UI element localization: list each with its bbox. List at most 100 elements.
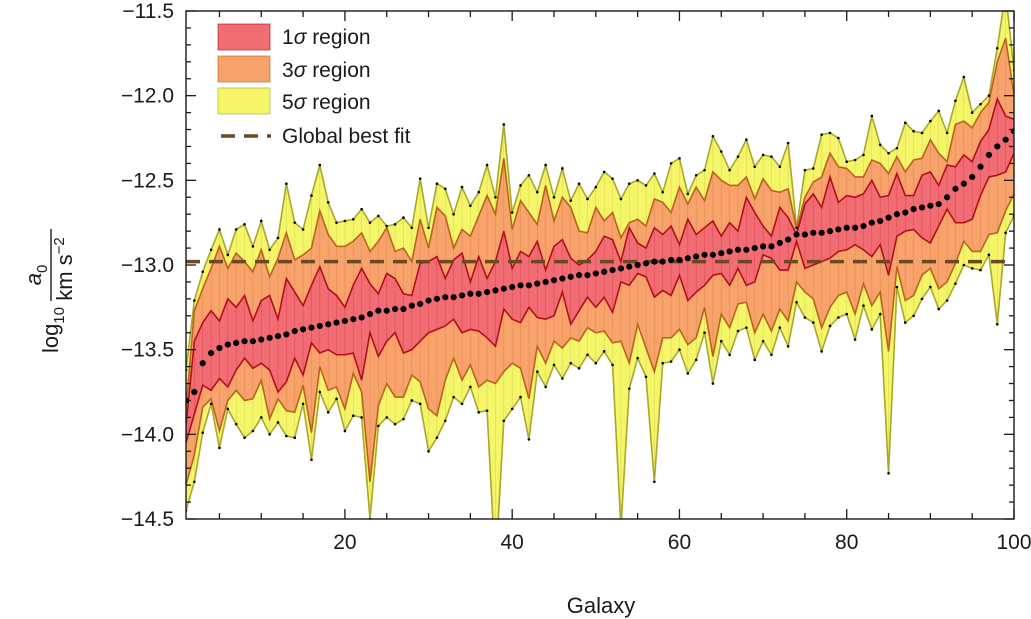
best-fit-point	[801, 231, 809, 238]
best-fit-point	[601, 268, 608, 275]
sigma5-lower-marker	[736, 329, 740, 333]
sigma5-upper-marker	[209, 248, 213, 252]
sigma5-lower-marker	[427, 449, 430, 453]
best-fit-point	[759, 243, 767, 250]
best-fit-point	[851, 224, 859, 231]
sigma5-lower-marker	[903, 321, 907, 324]
sigma5-upper-marker	[561, 167, 564, 170]
sigma5-lower-marker	[226, 407, 230, 411]
sigma5-upper-marker	[619, 197, 623, 201]
sigma5-upper-marker	[469, 204, 472, 208]
sigma5-upper-marker	[427, 226, 430, 230]
sigma5-upper-marker	[929, 119, 932, 123]
sigma5-lower-marker	[887, 471, 890, 475]
sigma5-lower-marker	[627, 387, 631, 390]
y-tick-label: −13.5	[121, 339, 174, 362]
best-fit-point	[977, 163, 984, 170]
best-fit-point	[483, 288, 491, 296]
sigma5-upper-marker	[251, 245, 255, 248]
best-fit-point	[391, 305, 399, 313]
sigma5-lower-marker	[377, 424, 380, 428]
sigma5-lower-marker	[912, 314, 915, 318]
best-fit-point	[818, 229, 825, 236]
sigma5-lower-marker	[669, 360, 673, 363]
sigma5-lower-marker	[620, 526, 623, 529]
sigma5-upper-marker	[485, 163, 489, 167]
best-fit-point	[985, 151, 993, 159]
sigma5-upper-marker	[669, 162, 673, 165]
best-fit-point	[534, 280, 541, 287]
legend-swatch-3sigma	[217, 55, 271, 83]
x-tick-label: 40	[501, 531, 524, 554]
sigma5-lower-marker	[510, 407, 514, 411]
sigma5-lower-marker	[811, 321, 815, 324]
x-axis-label: Galaxy	[567, 593, 635, 618]
best-fit-point	[233, 339, 240, 346]
best-fit-point	[400, 305, 407, 313]
sigma5-upper-marker	[661, 190, 665, 194]
sigma5-upper-marker	[736, 155, 740, 158]
best-fit-point	[375, 307, 382, 314]
legend-item-global-best-fit: Global best fit	[221, 125, 411, 148]
best-fit-point	[350, 316, 357, 323]
sigma5-upper-marker	[711, 135, 715, 138]
best-fit-point	[341, 317, 349, 324]
bands	[186, 11, 1014, 529]
best-fit-point	[617, 265, 625, 272]
sigma5-lower-marker	[602, 350, 606, 353]
sigma5-lower-marker	[402, 417, 405, 421]
sigma5-upper-marker	[285, 182, 288, 186]
sigma5-upper-marker	[535, 190, 539, 194]
sigma5-upper-marker	[402, 216, 405, 219]
sigma5-lower-marker	[527, 438, 531, 441]
sigma5-upper-marker	[954, 99, 957, 103]
sigma5-upper-marker	[962, 75, 966, 79]
sigma5-lower-marker	[644, 375, 648, 379]
y-tick-label: −14.0	[121, 423, 174, 446]
best-fit-point	[810, 229, 817, 236]
sigma5-upper-marker	[820, 133, 823, 136]
sigma5-upper-marker	[945, 131, 949, 135]
sigma5-upper-marker	[770, 155, 773, 158]
legend: 1σ region 3σ region 5σ region Global bes…	[217, 23, 411, 148]
x-tick-label: 20	[333, 531, 356, 554]
sigma5-upper-marker	[937, 109, 941, 113]
sigma5-lower-marker	[1004, 231, 1007, 235]
sigma5-upper-marker	[477, 190, 481, 194]
best-fit-point	[910, 206, 917, 213]
sigma5-lower-marker	[962, 263, 966, 267]
best-fit-point	[316, 322, 323, 330]
sigma5-upper-marker	[753, 165, 757, 169]
best-fit-point	[994, 143, 1001, 150]
sigma5-upper-marker	[837, 136, 840, 140]
legend-swatch-1sigma	[217, 23, 271, 51]
sigma5-upper-marker	[259, 219, 263, 223]
sigma5-lower-marker	[694, 358, 698, 362]
sigma5-upper-marker	[385, 224, 389, 228]
x-tick-label: 80	[835, 531, 858, 554]
sigma5-lower-marker	[393, 422, 397, 426]
sigma5-lower-marker	[519, 395, 522, 399]
best-fit-point	[500, 285, 507, 292]
sigma5-lower-marker	[636, 356, 639, 360]
sigma5-upper-marker	[970, 111, 974, 114]
best-fit-point	[458, 292, 466, 299]
sigma5-upper-marker	[987, 94, 991, 97]
sigma5-upper-marker	[636, 179, 639, 182]
sigma5-upper-marker	[761, 153, 765, 157]
best-fit-point	[943, 194, 951, 201]
x-tick-label: 60	[668, 531, 691, 554]
sigma5-lower-marker	[945, 299, 949, 302]
sigma5-lower-marker	[778, 326, 782, 329]
sigma5-upper-marker	[301, 228, 305, 231]
sigma5-lower-marker	[276, 421, 280, 424]
best-fit-point	[701, 251, 708, 258]
best-fit-point	[366, 311, 374, 318]
best-fit-point	[927, 202, 934, 209]
sigma3-lower-edge	[186, 193, 1014, 486]
best-fit-point	[718, 250, 725, 257]
axes: 20 40 60 80 100 −14.5 −14.0 −13.5 −13.0 −12.5 −12.…	[121, 0, 1031, 554]
sigma5-upper-marker	[351, 217, 355, 221]
y-tick-label: −11.5	[122, 0, 174, 23]
sigma5-upper-marker	[653, 172, 656, 175]
